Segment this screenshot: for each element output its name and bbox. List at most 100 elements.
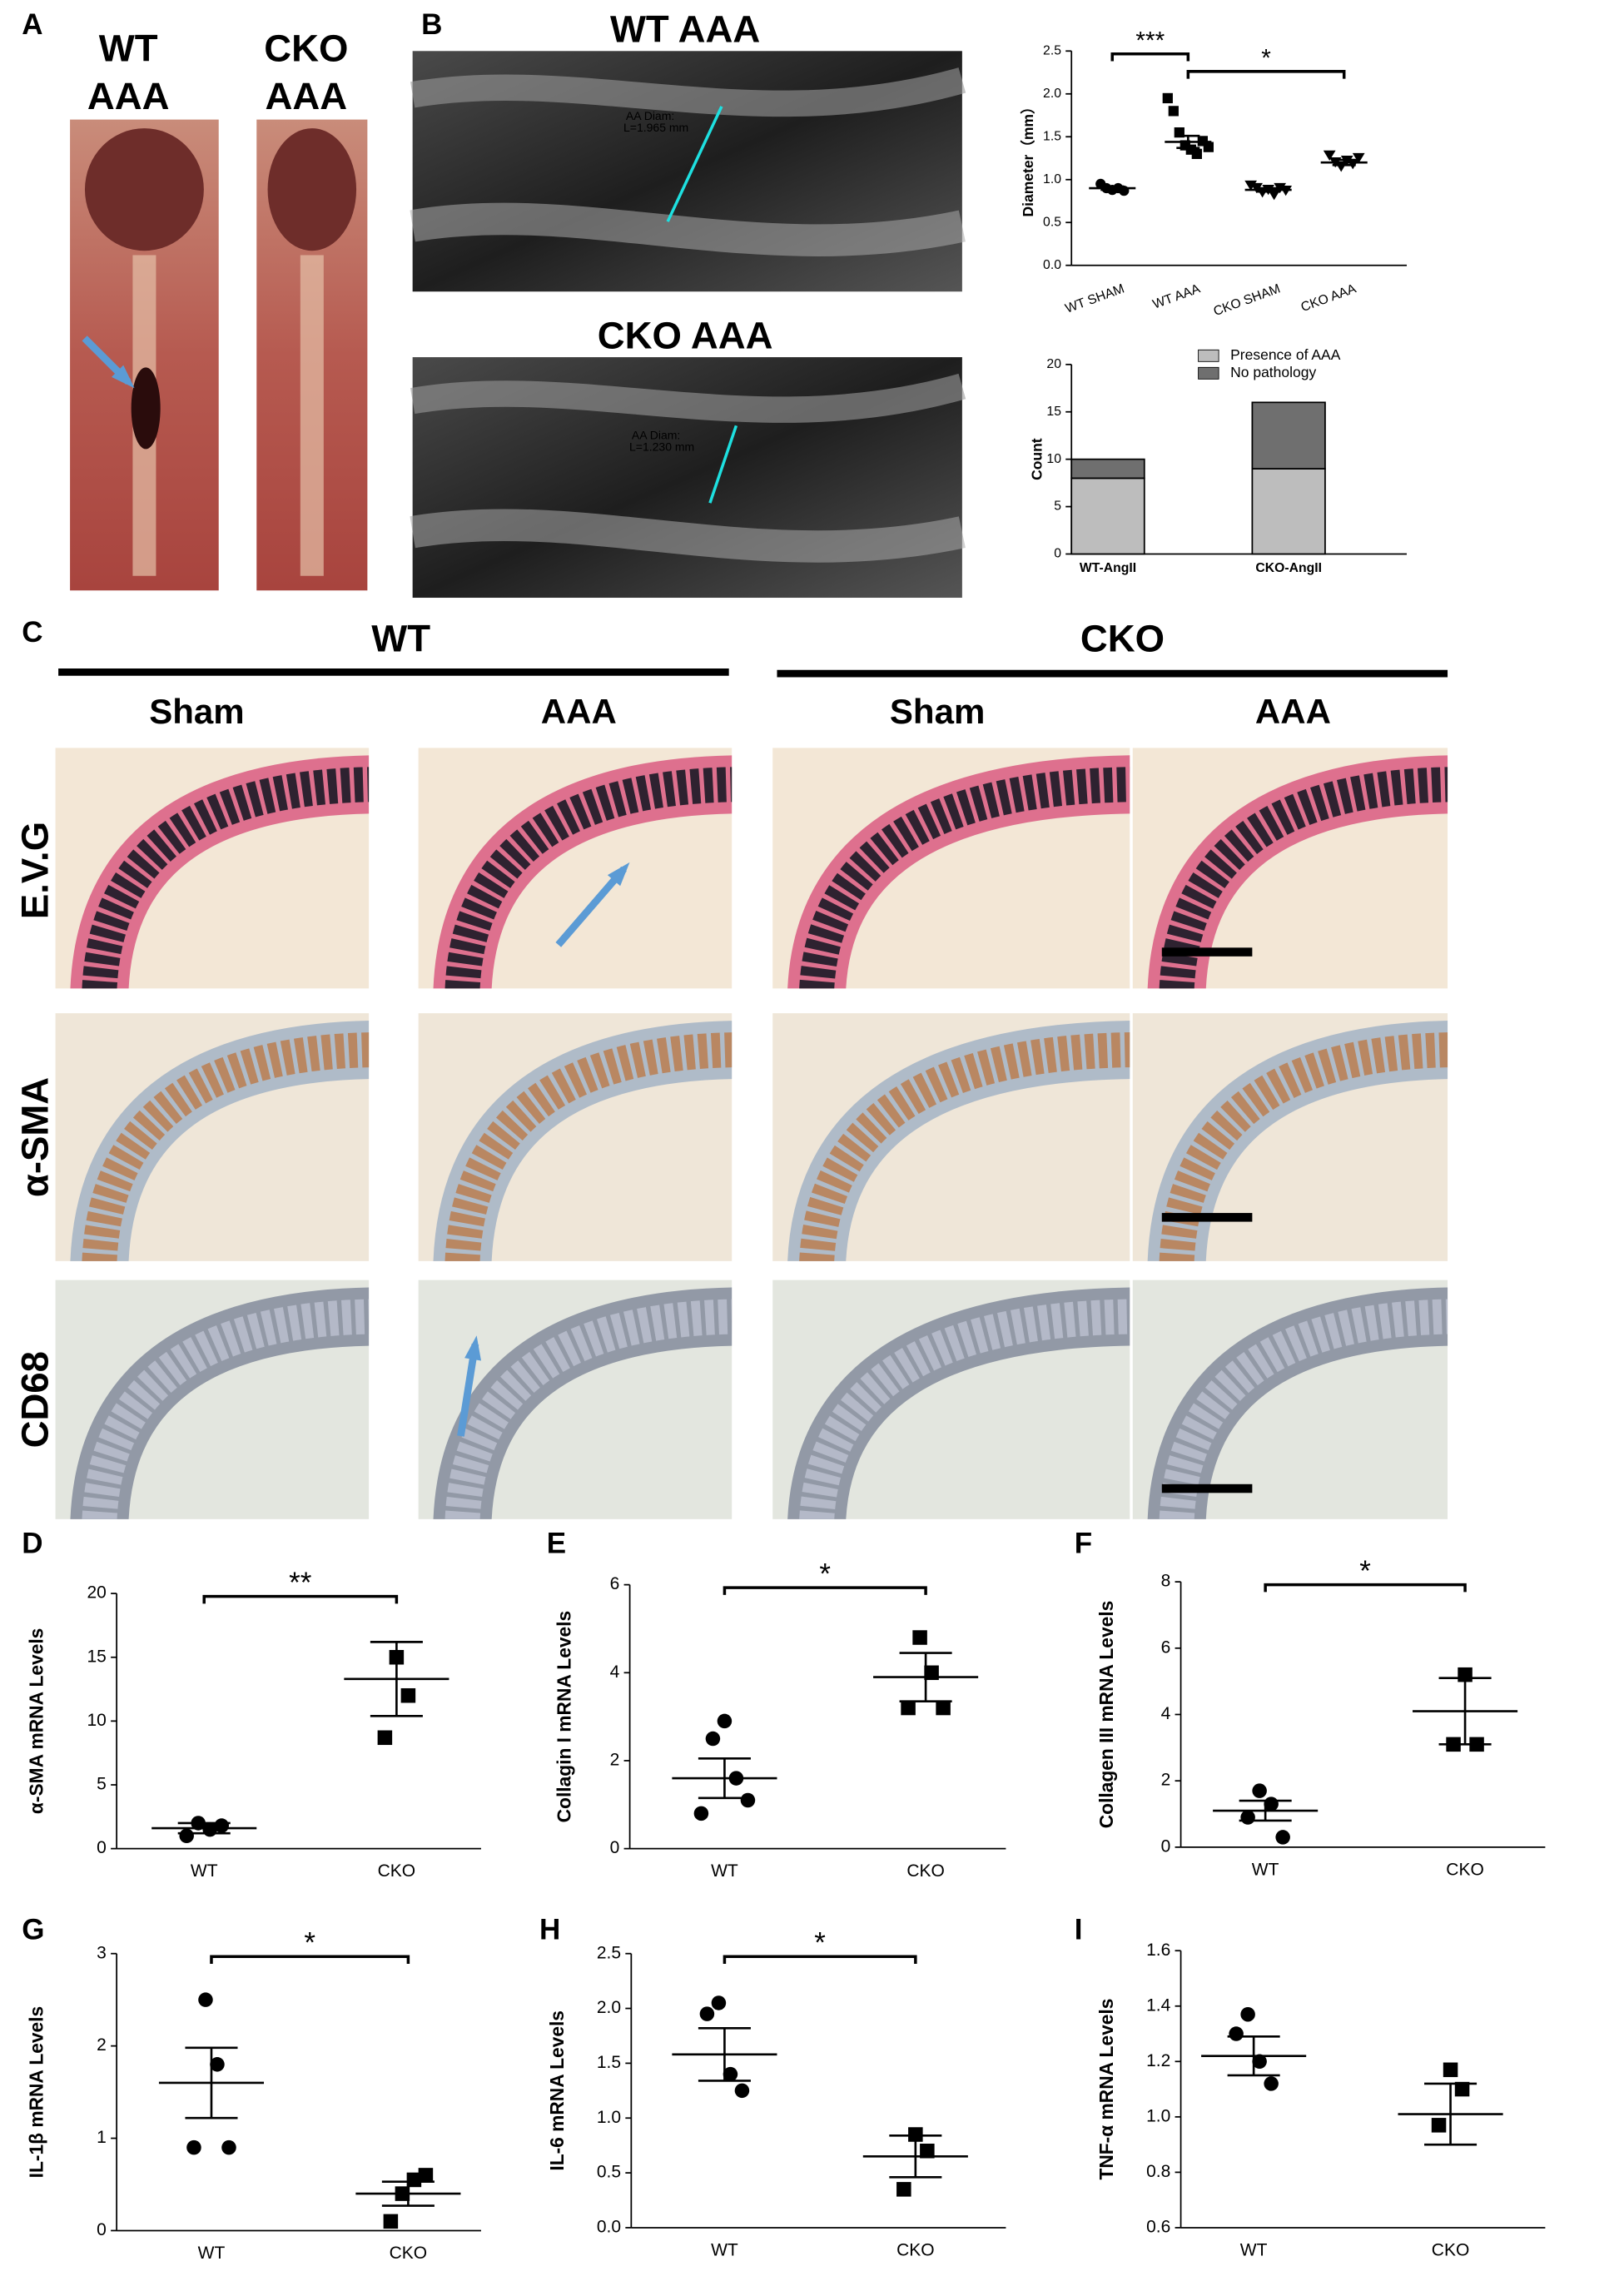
legend-swatch: [1198, 366, 1219, 380]
dot: [912, 1630, 927, 1645]
x-tick-label: CKO: [896, 2241, 935, 2260]
scale-bar: [1161, 947, 1253, 957]
tissue-media: [82, 767, 370, 989]
dot: [1443, 2062, 1458, 2078]
tissue-media: [82, 1299, 370, 1519]
panel-label: A: [22, 8, 42, 41]
dot: [1203, 142, 1214, 152]
column-label: AAA: [541, 692, 617, 731]
tissue-band: [410, 67, 966, 117]
bar-segment: [1251, 468, 1326, 555]
tissue-media: [799, 767, 1130, 989]
significance-label: *: [814, 1926, 826, 1959]
x-tick-label: WT: [198, 2244, 226, 2263]
significance-bracket: [1110, 52, 1190, 62]
y-axis-label: Count: [1029, 438, 1045, 480]
y-axis-label: IL-1β mRNA Levels: [26, 2006, 47, 2178]
histology-tissue: [70, 1287, 370, 1519]
histology-tissue: [1147, 1287, 1448, 1519]
tissue-media: [444, 1032, 733, 1261]
x-tick-label: WT: [711, 2241, 738, 2260]
y-tick-label: 0: [97, 1838, 107, 1857]
y-axis-label: Diameter（mm）: [1020, 99, 1036, 216]
dot: [896, 2182, 911, 2197]
panel-label: D: [22, 1528, 42, 1560]
arrow-head: [607, 862, 630, 887]
panel-label: E: [547, 1528, 566, 1560]
dot: [936, 1700, 951, 1716]
row-label: E.V.G: [14, 822, 57, 919]
panel-label: G: [22, 1914, 44, 1946]
y-tick-label: 5: [97, 1775, 107, 1794]
x-tick-label: WT: [1240, 2241, 1268, 2260]
y-tick-label: 4: [610, 1662, 620, 1682]
y-tick-label: 0: [1054, 547, 1061, 561]
dot: [1352, 152, 1365, 164]
dot: [711, 1995, 727, 2010]
dot: [1252, 2054, 1267, 2070]
histology-tissue: [433, 755, 733, 989]
y-axis-label: IL-6 mRNA Levels: [546, 2010, 568, 2171]
arrow-head: [464, 1335, 482, 1361]
row-label: CD68: [14, 1351, 57, 1448]
y-axis-label: Collagen III mRNA Levels: [1095, 1601, 1117, 1829]
scale-bar: [1161, 1483, 1253, 1493]
panel-label: B: [421, 8, 442, 41]
dot: [705, 1731, 721, 1747]
dot: [383, 2214, 399, 2229]
column-label: AAA: [1255, 692, 1331, 731]
dot: [186, 2139, 201, 2155]
y-tick-label: 0.6: [1146, 2217, 1170, 2236]
x-tick-label: CKO: [378, 1861, 416, 1881]
dot: [377, 1730, 393, 1746]
y-tick-label: 0.5: [1043, 215, 1061, 229]
measure-text: L=1.965 mm: [623, 121, 688, 134]
dot: [920, 2144, 935, 2159]
y-tick-label: 2.0: [597, 1998, 621, 2017]
dot: [717, 1713, 733, 1729]
x-tick-label: WT: [191, 1861, 218, 1881]
y-tick-label: 0: [97, 2220, 107, 2239]
y-tick-label: 1.5: [597, 2053, 621, 2072]
photo-label: WT: [99, 27, 158, 69]
dot: [418, 2168, 434, 2183]
dot: [740, 1792, 756, 1808]
dot: [214, 1818, 229, 1833]
photo-label: AAA: [87, 75, 170, 117]
histology-tissue: [787, 1021, 1130, 1261]
measure-text: AA Diam:: [626, 109, 674, 122]
y-axis-label: Collagin I mRNA Levels: [554, 1611, 575, 1823]
histology-tissue: [433, 1021, 733, 1261]
dot: [1240, 2006, 1255, 2022]
bar-segment: [1070, 458, 1145, 480]
dot: [901, 1700, 916, 1716]
x-tick-label: CKO: [390, 2244, 428, 2263]
bar-segment: [1251, 401, 1326, 470]
x-tick-label: WT: [1252, 1860, 1279, 1879]
y-tick-label: 2: [97, 2035, 107, 2055]
measure-line: [666, 106, 723, 222]
y-tick-label: 0.0: [597, 2217, 621, 2236]
y-tick-label: 4: [1161, 1704, 1171, 1723]
tissue-media: [82, 1032, 370, 1261]
y-tick-label: 1.0: [597, 2108, 621, 2127]
legend-swatch: [1198, 349, 1219, 362]
y-axis-label: TNF-α mRNA Levels: [1095, 1999, 1117, 2180]
photo-label: CKO: [264, 27, 348, 69]
group-label: CKO: [1080, 618, 1165, 660]
significance-label: **: [289, 1567, 312, 1599]
dot: [1162, 92, 1173, 104]
dot: [179, 1828, 194, 1844]
tissue-band: [410, 373, 966, 423]
dot: [1264, 2076, 1279, 2091]
arrow-head: [111, 365, 135, 389]
histology-tissue: [70, 1021, 370, 1261]
y-tick-label: 20: [87, 1583, 107, 1603]
panel-label: F: [1075, 1528, 1092, 1560]
dot: [1229, 2026, 1244, 2041]
measure-text: L=1.230 mm: [629, 440, 694, 453]
y-tick-label: 15: [1046, 405, 1061, 419]
bar-segment: [1070, 477, 1145, 555]
tissue-media: [1159, 1299, 1448, 1519]
y-tick-label: 1: [97, 2128, 107, 2147]
